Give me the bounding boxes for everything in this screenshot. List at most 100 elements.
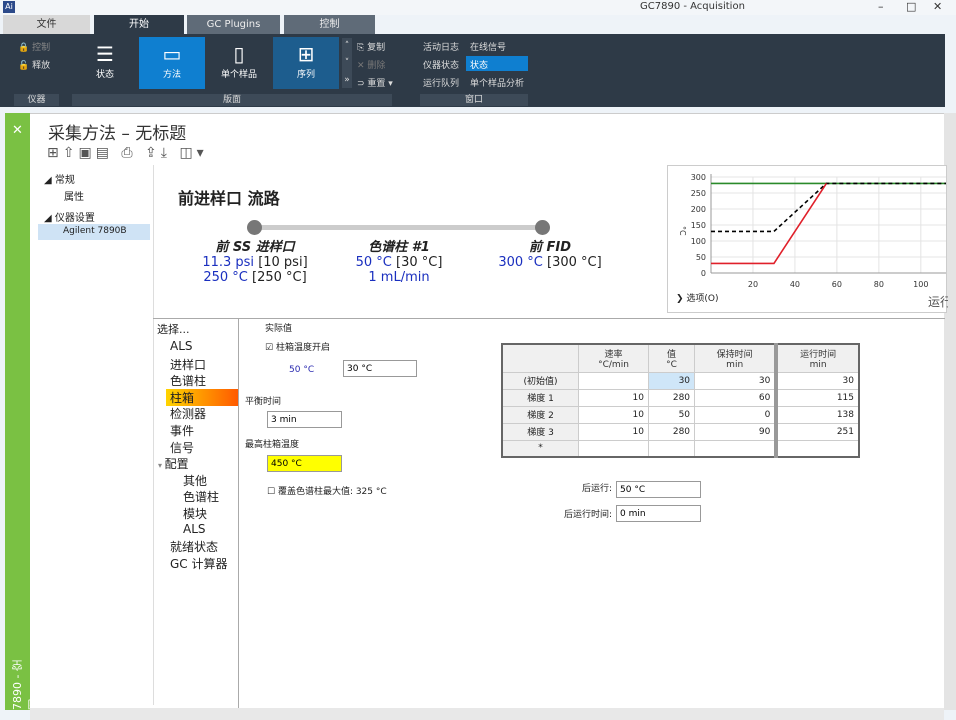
status-window-button[interactable]: 状态	[466, 56, 528, 71]
nav-item[interactable]: 信号	[170, 440, 195, 455]
inlet-info[interactable]: 前 SS 进样口 11.3 psi [10 psi] 250 °C [250 °…	[190, 236, 320, 285]
table-cell[interactable]: 10	[578, 405, 649, 424]
nav-item[interactable]: 事件	[170, 424, 195, 438]
tab-control[interactable]: 控制	[284, 15, 375, 34]
nav-item[interactable]: 进样口	[170, 357, 207, 372]
reset-button[interactable]: ⊃ 重置 ▾	[357, 79, 393, 89]
close-panel-icon[interactable]: ✕	[12, 123, 23, 138]
layout-menu-icon[interactable]: ◫▾	[179, 145, 208, 161]
table-cell[interactable]	[774, 439, 860, 458]
table-row[interactable]: 梯度 1 10 280 60 115	[501, 388, 860, 407]
tree-item-agilent-7890b[interactable]: Agilent 7890B	[38, 224, 150, 240]
single-sample-button[interactable]: ▯ 单个样品	[206, 37, 272, 89]
table-cell[interactable]: 280	[647, 388, 696, 407]
table-cell[interactable]: 30	[774, 371, 860, 390]
equilibration-input[interactable]	[267, 411, 342, 428]
copy-button[interactable]: ⎘ 复制	[357, 43, 386, 53]
instrument-side-panel[interactable]: ✕ 7890 - 空闲	[5, 113, 40, 710]
download-icon[interactable]: ⤓	[160, 145, 171, 161]
table-cell[interactable]: 50	[647, 405, 696, 424]
new-method-icon[interactable]: ⊞	[47, 145, 63, 161]
save-icon[interactable]: ▣	[78, 145, 96, 161]
post-run-input[interactable]	[616, 481, 701, 498]
table-cell[interactable]: 90	[694, 422, 777, 441]
max-oven-temp-label: 最高柱箱温度	[245, 440, 300, 450]
detector-info[interactable]: 前 FID 300 °C [300 °C]	[485, 236, 615, 270]
table-cell[interactable]: 0	[694, 405, 777, 424]
flow-title: 前进样口 流路	[178, 189, 280, 208]
open-method-icon[interactable]: ⇧	[62, 145, 79, 161]
nav-item[interactable]: ▾ 配置	[158, 455, 189, 472]
table-cell[interactable]: 10	[578, 422, 649, 441]
delete-button[interactable]: ✕ 删除	[357, 61, 386, 71]
release-button[interactable]: 🔓 释放	[18, 61, 51, 71]
tree-node-instrument-setup[interactable]: ◢ 仪器设置	[44, 213, 95, 224]
run-queue-button[interactable]: 运行队列	[423, 79, 460, 89]
table-row[interactable]: 梯度 3 10 280 90 251	[501, 422, 860, 441]
tree-node-general[interactable]: ◢ 常规	[44, 175, 75, 186]
override-column-max-checkbox[interactable]: ☐ 覆盖色谱柱最大值: 325 °C	[267, 487, 387, 497]
sequence-button[interactable]: ⊞ 序列	[273, 37, 339, 89]
table-cell[interactable]	[647, 439, 696, 458]
tree-item-properties[interactable]: 属性	[64, 192, 84, 203]
table-cell[interactable]: 30	[647, 371, 696, 390]
upload-icon[interactable]: ⇪	[145, 145, 161, 161]
table-cell[interactable]	[578, 439, 649, 458]
actual-value-label: 实际值	[265, 324, 293, 334]
online-signal-button[interactable]: 在线信号	[470, 43, 507, 53]
post-run-time-input[interactable]	[616, 505, 701, 522]
y-tick-label: 200	[691, 205, 706, 214]
table-cell[interactable]: 10	[578, 388, 649, 407]
vertical-scrollbar[interactable]	[944, 113, 956, 710]
x-tick-label: 40	[790, 280, 800, 289]
table-cell[interactable]: 138	[774, 405, 860, 424]
options-label: 选项(O)	[686, 294, 719, 304]
status-button[interactable]: ☰ 状态	[72, 37, 138, 89]
oven-setpoint-input[interactable]	[343, 360, 417, 377]
nav-item[interactable]: 其他	[183, 473, 208, 488]
single-sample-analysis-button[interactable]: 单个样品分析	[470, 79, 525, 89]
inlet-node	[247, 220, 262, 235]
tab-home[interactable]: 开始	[94, 15, 184, 34]
tree-label: 常规	[54, 175, 75, 186]
max-oven-temp-input[interactable]	[267, 455, 342, 472]
nav-item[interactable]: GC 计算器	[170, 556, 228, 571]
table-cell[interactable]: 251	[774, 422, 860, 441]
table-row[interactable]: (初始值) 30 30 30	[501, 371, 860, 390]
nav-item[interactable]: ALS	[183, 521, 206, 536]
table-cell[interactable]: 60	[694, 388, 777, 407]
control-button[interactable]: 🔒 控制	[18, 43, 51, 53]
column-header	[501, 343, 580, 373]
nav-item[interactable]: 柱箱	[166, 388, 238, 406]
oven-on-checkbox[interactable]: ☑ 柱箱温度开启	[265, 343, 330, 353]
activity-log-button[interactable]: 活动日志	[423, 43, 460, 53]
nav-item[interactable]: ALS	[170, 339, 193, 353]
maximize-button[interactable]: □	[906, 0, 917, 13]
table-cell[interactable]: 280	[647, 422, 696, 441]
column-info[interactable]: 色谱柱 #1 50 °C [30 °C] 1 mL/min	[334, 236, 464, 285]
nav-item[interactable]: 检测器	[170, 407, 207, 422]
print-icon[interactable]: ⎙	[121, 145, 137, 161]
method-button[interactable]: ▭ 方法	[139, 37, 205, 89]
table-row[interactable]: *	[501, 439, 860, 458]
tab-file[interactable]: 文件	[3, 15, 90, 34]
collapse-icon[interactable]: ▾	[158, 461, 165, 471]
horizontal-scrollbar[interactable]	[30, 708, 944, 720]
table-cell[interactable]	[694, 439, 777, 458]
instrument-status-button[interactable]: 仪器状态	[423, 61, 460, 71]
nav-item[interactable]: 就绪状态	[170, 540, 219, 555]
nav-item[interactable]: 色谱柱	[170, 374, 207, 389]
minimize-button[interactable]: –	[878, 0, 884, 13]
table-cell[interactable]	[578, 371, 649, 390]
gallery-scroll[interactable]: ˄ ˅»	[342, 38, 352, 88]
save-as-icon[interactable]: ▤	[95, 145, 113, 161]
nav-item[interactable]: 色谱柱	[183, 490, 220, 505]
nav-item[interactable]: 模块	[183, 507, 208, 521]
tab-gc-plugins[interactable]: GC Plugins	[187, 15, 280, 34]
copy-label: 复制	[367, 43, 386, 53]
chart-options-toggle[interactable]: ❯ 选项(O)	[676, 294, 719, 304]
table-cell[interactable]: 115	[774, 388, 860, 407]
close-window-button[interactable]: ✕	[933, 0, 943, 13]
table-cell[interactable]: 30	[694, 371, 777, 390]
table-row[interactable]: 梯度 2 10 50 0 138	[501, 405, 860, 424]
